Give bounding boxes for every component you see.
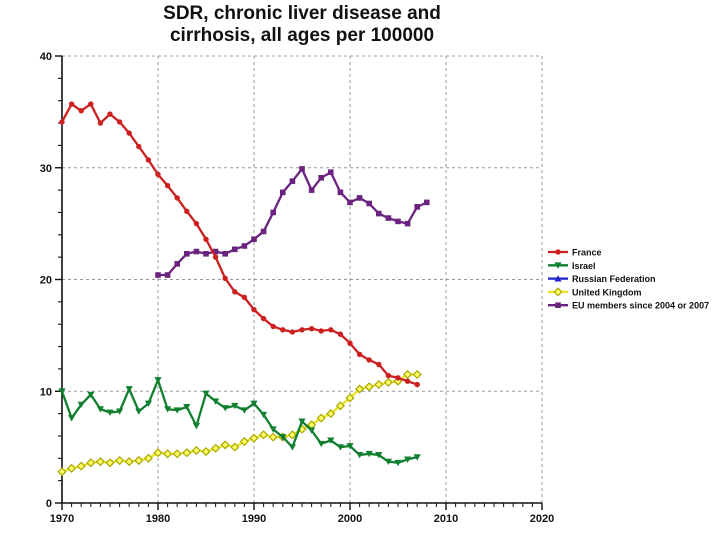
legend-item-russian-federation: Russian Federation <box>548 274 656 284</box>
legend-label: United Kingdom <box>572 287 642 297</box>
chart-title: SDR, chronic liver disease and cirrhosis… <box>0 3 604 47</box>
legend-label: EU members since 2004 or 2007 <box>572 301 709 311</box>
tick-label: 20 <box>40 275 52 287</box>
gridlines <box>62 55 543 503</box>
chart-title-line1: SDR, chronic liver disease and <box>163 3 441 24</box>
series-israel <box>58 377 421 467</box>
tick-label: 2010 <box>434 513 458 525</box>
legend-label: Russian Federation <box>572 274 656 284</box>
legend-item-israel: Israel <box>548 261 596 271</box>
series-france <box>59 101 420 388</box>
legend-label: France <box>572 248 602 258</box>
chart-title-line2: cirrhosis, all ages per 100000 <box>169 25 435 46</box>
legend-item-united-kingdom: United Kingdom <box>548 287 642 297</box>
tick-label: 0 <box>46 498 52 510</box>
legend: France Israel Russian Federation United Kin… <box>548 248 709 311</box>
tick-label: 1980 <box>146 513 170 525</box>
tick-label: 40 <box>40 51 52 63</box>
legend-item-eu-members-since-2004-or-2007: EU members since 2004 or 2007 <box>548 301 709 311</box>
tick-label: 2000 <box>338 513 362 525</box>
legend-label: Israel <box>572 261 596 271</box>
axes: 0 10 20 30 40 1970 1980 1990 2000 2010 2020 <box>40 51 554 525</box>
series-eu-members-since-2004-or-2007 <box>155 166 430 278</box>
tick-label: 2020 <box>530 513 554 525</box>
tick-label: 1990 <box>242 513 266 525</box>
tick-label: 30 <box>40 163 52 175</box>
tick-label: 10 <box>40 386 52 398</box>
series-united-kingdom <box>57 369 422 477</box>
tick-label: 1970 <box>50 513 74 525</box>
legend-item-france: France <box>548 248 602 258</box>
